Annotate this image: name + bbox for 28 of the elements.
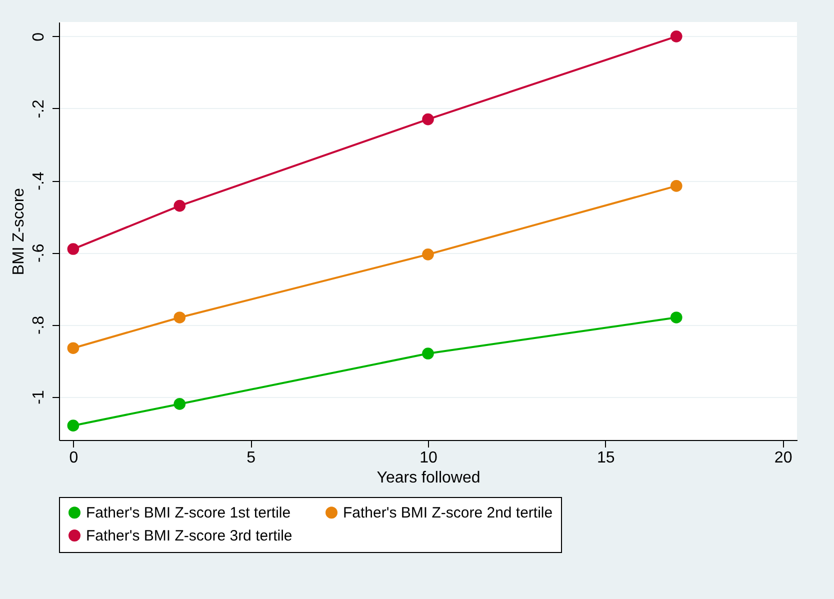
point (67, 243, 80, 255)
x-tick-label: 0 (69, 450, 78, 466)
point (67, 420, 80, 432)
y-tick-label: -.4 (30, 172, 48, 190)
x-axis-title: Years followed (376, 470, 480, 486)
point (174, 200, 186, 212)
x-tick-label: 5 (246, 450, 256, 466)
y-tick-label: -.8 (30, 316, 48, 335)
y-tick-label: -.6 (30, 244, 48, 262)
point (670, 30, 682, 42)
point (422, 248, 434, 260)
y-axis-title: BMI Z-score (10, 188, 28, 276)
point (670, 180, 682, 192)
legend-label: Father's BMI Z-score 1st tertile (86, 504, 291, 522)
x-tick-label: 20 (774, 450, 792, 466)
point (67, 342, 80, 354)
legend-label: Father's BMI Z-score 3rd tertile (86, 528, 292, 544)
point (174, 312, 186, 324)
point (670, 312, 682, 324)
y-tick-label: -.2 (30, 100, 48, 118)
y-tick-label: -1 (30, 390, 48, 404)
legend-label: Father's BMI Z-score 2nd tertile (343, 504, 553, 522)
x-tick-label: 15 (597, 450, 615, 466)
x-tick-label: 10 (420, 450, 438, 466)
point (174, 398, 186, 410)
point (422, 113, 434, 126)
y-tick-label: 0 (30, 32, 48, 42)
point (422, 348, 434, 360)
